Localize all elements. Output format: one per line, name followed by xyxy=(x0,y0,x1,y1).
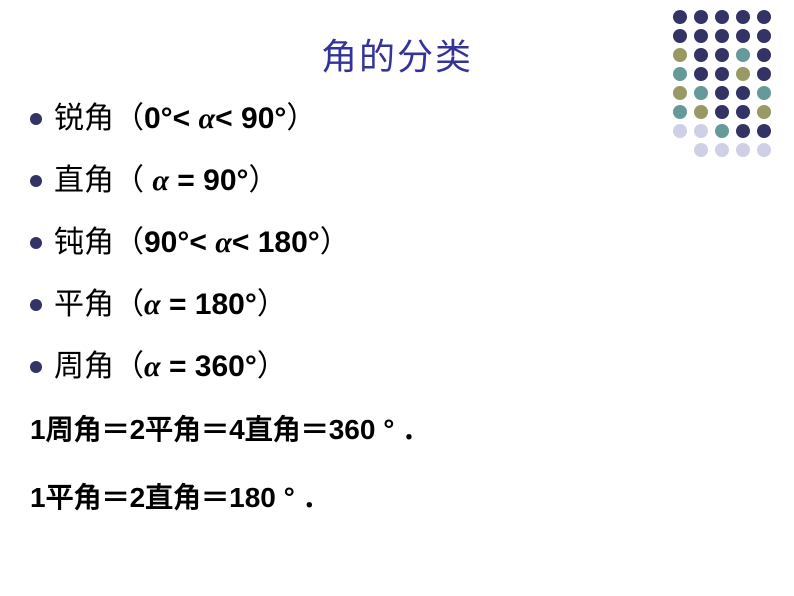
decoration-dot xyxy=(757,29,771,43)
decoration-dot xyxy=(736,67,750,81)
list-item: 直角（ α = 90°） xyxy=(30,160,794,202)
corner-decoration xyxy=(673,10,774,160)
bullet-icon xyxy=(30,113,42,125)
bullet-icon xyxy=(30,237,42,249)
decoration-dot xyxy=(673,48,687,62)
decoration-dot xyxy=(673,10,687,24)
list-item: 平角（α = 180°） xyxy=(30,284,794,326)
decoration-dot xyxy=(715,86,729,100)
decoration-dot xyxy=(673,86,687,100)
decoration-dot xyxy=(715,124,729,138)
equation-line: 1周角＝2平角＝4直角＝360 ° ． xyxy=(30,408,794,448)
decoration-dot xyxy=(694,143,708,157)
decoration-dot xyxy=(736,48,750,62)
decoration-dot xyxy=(694,86,708,100)
decoration-dot xyxy=(715,143,729,157)
decoration-dot xyxy=(694,67,708,81)
decoration-dot xyxy=(736,143,750,157)
decoration-dot xyxy=(736,29,750,43)
decoration-dot xyxy=(715,67,729,81)
decoration-dot xyxy=(715,10,729,24)
list-item-text: 平角（α = 180°） xyxy=(54,284,287,326)
decoration-dot xyxy=(757,86,771,100)
decoration-dot xyxy=(736,105,750,119)
decoration-dot xyxy=(694,105,708,119)
decoration-dot xyxy=(757,105,771,119)
decoration-dot xyxy=(736,10,750,24)
decoration-dot xyxy=(757,143,771,157)
decoration-dot xyxy=(673,143,687,157)
decoration-dot xyxy=(673,105,687,119)
decoration-dot xyxy=(736,124,750,138)
decoration-dot xyxy=(694,29,708,43)
bullet-icon xyxy=(30,361,42,373)
decoration-dot xyxy=(694,48,708,62)
bullet-icon xyxy=(30,175,42,187)
decoration-dot xyxy=(757,67,771,81)
decoration-dot xyxy=(694,10,708,24)
footer-equations: 1周角＝2平角＝4直角＝360 ° ． 1平角＝2直角＝180 ° ． xyxy=(0,408,794,516)
decoration-dot xyxy=(673,124,687,138)
decoration-dot xyxy=(736,86,750,100)
list-item-text: 周角（α = 360°） xyxy=(54,346,287,388)
decoration-dot xyxy=(757,48,771,62)
list-item-text: 钝角（90°< α< 180°） xyxy=(54,222,350,264)
decoration-dot xyxy=(715,29,729,43)
list-item-text: 直角（ α = 90°） xyxy=(54,160,279,202)
decoration-dot xyxy=(673,29,687,43)
list-item: 周角（α = 360°） xyxy=(30,346,794,388)
bullet-icon xyxy=(30,299,42,311)
decoration-dot xyxy=(715,48,729,62)
decoration-dot xyxy=(715,105,729,119)
decoration-dot xyxy=(757,124,771,138)
decoration-dot xyxy=(757,10,771,24)
list-item-text: 锐角（0°< α< 90°） xyxy=(54,98,316,140)
decoration-dot xyxy=(694,124,708,138)
list-item: 钝角（90°< α< 180°） xyxy=(30,222,794,264)
decoration-dot xyxy=(673,67,687,81)
equation-line: 1平角＝2直角＝180 ° ． xyxy=(30,476,794,516)
